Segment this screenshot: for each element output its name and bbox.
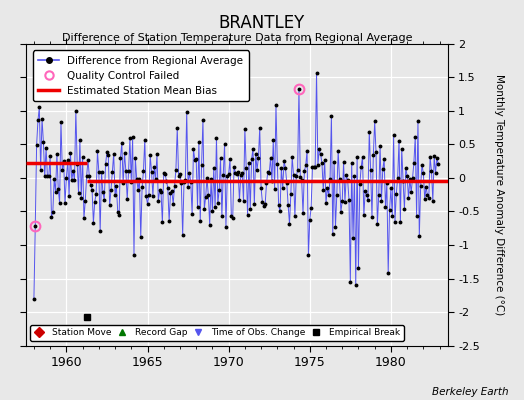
Legend: Station Move, Record Gap, Time of Obs. Change, Empirical Break: Station Move, Record Gap, Time of Obs. C… xyxy=(30,325,403,341)
Y-axis label: Monthly Temperature Anomaly Difference (°C): Monthly Temperature Anomaly Difference (… xyxy=(494,74,504,315)
Title: Difference of Station Temperature Data from Regional Average: Difference of Station Temperature Data f… xyxy=(61,33,412,43)
Text: Berkeley Earth: Berkeley Earth xyxy=(432,387,508,397)
Text: BRANTLEY: BRANTLEY xyxy=(219,14,305,32)
